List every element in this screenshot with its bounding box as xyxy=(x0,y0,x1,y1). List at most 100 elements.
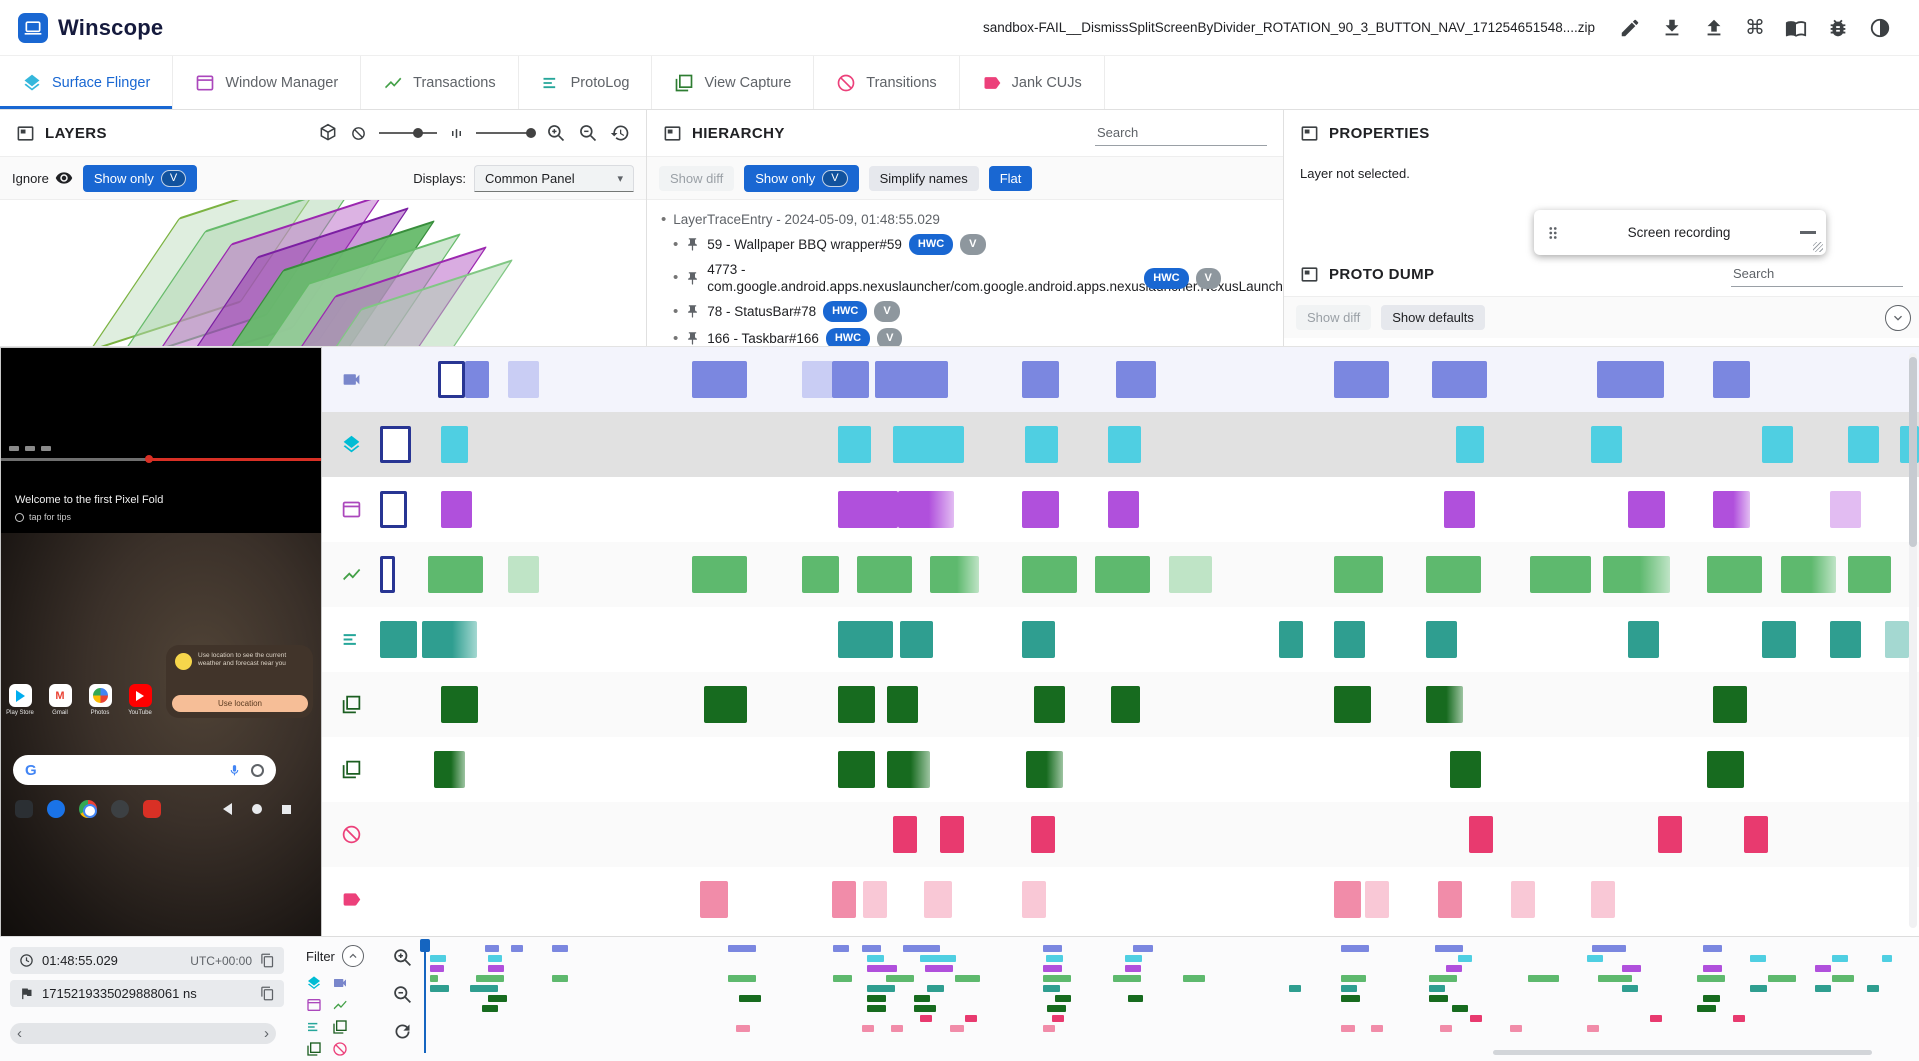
reset-view-icon[interactable] xyxy=(610,123,630,143)
trace-entry[interactable] xyxy=(875,361,948,398)
tree-node[interactable]: • 166 - Taskbar#166 HWC V xyxy=(661,325,1269,346)
tab-protolog[interactable]: ProtoLog xyxy=(519,56,653,109)
trace-entry[interactable] xyxy=(692,556,747,593)
trace-entry[interactable] xyxy=(1713,361,1750,398)
copy-icon[interactable] xyxy=(260,953,275,968)
flat-button[interactable]: Flat xyxy=(988,165,1033,191)
trace-entry[interactable] xyxy=(1744,816,1768,853)
trace-entry[interactable] xyxy=(1762,426,1793,463)
tree-node[interactable]: • 4773 - com.google.android.apps.nexuslau… xyxy=(661,258,1283,298)
pin-icon[interactable] xyxy=(685,271,700,286)
trace-entry[interactable] xyxy=(1469,816,1493,853)
show-defaults-button[interactable]: Show defaults xyxy=(1381,305,1485,330)
trace-entry[interactable] xyxy=(838,426,871,463)
documentation-icon[interactable] xyxy=(1785,17,1807,39)
filter-expand-button[interactable] xyxy=(341,945,364,967)
tab-transactions[interactable]: Transactions xyxy=(361,56,519,109)
trace-entry[interactable] xyxy=(832,361,869,398)
trace-entry[interactable] xyxy=(1169,556,1212,593)
trace-entry[interactable] xyxy=(838,751,875,788)
trace-entry[interactable] xyxy=(1334,556,1383,593)
tab-view-capture[interactable]: View Capture xyxy=(652,56,815,109)
trace-entry[interactable] xyxy=(1426,621,1457,658)
trace-entry[interactable] xyxy=(930,556,979,593)
cursor-handle[interactable] xyxy=(420,939,430,952)
trace-entry[interactable] xyxy=(1511,881,1535,918)
copy-icon[interactable] xyxy=(260,986,275,1001)
timeline-vertical-scrollbar[interactable] xyxy=(1909,353,1917,928)
proto-show-diff-button[interactable]: Show diff xyxy=(1296,305,1372,330)
trace-entry[interactable] xyxy=(1762,621,1796,658)
trace-entry[interactable] xyxy=(940,816,964,853)
shortcuts-icon[interactable]: ⌘ xyxy=(1745,17,1765,39)
trace-entry[interactable] xyxy=(1095,556,1150,593)
trace-entry[interactable] xyxy=(1108,491,1139,528)
trace-entry[interactable] xyxy=(1628,491,1665,528)
trace-entry[interactable] xyxy=(1713,491,1750,528)
simplify-names-button[interactable]: Simplify names xyxy=(868,165,979,191)
trace-entry[interactable] xyxy=(1830,621,1861,658)
timeline-cursor[interactable] xyxy=(420,939,430,1053)
minimize-button[interactable] xyxy=(1800,231,1816,234)
trace-entry[interactable] xyxy=(1530,556,1591,593)
trace-entry[interactable] xyxy=(1444,491,1475,528)
zoom-out-icon[interactable] xyxy=(578,123,598,143)
reset-zoom-icon[interactable] xyxy=(392,1021,413,1042)
trace-entry[interactable] xyxy=(893,426,964,463)
trace-entry[interactable] xyxy=(380,426,411,463)
list-icon[interactable] xyxy=(306,1019,322,1035)
trace-entry[interactable] xyxy=(1597,361,1664,398)
pin-icon[interactable] xyxy=(685,331,700,346)
pin-icon[interactable] xyxy=(685,237,700,252)
tree-node[interactable]: • 59 - Wallpaper BBQ wrapper#59 HWC V xyxy=(661,231,1269,258)
trace-entry[interactable] xyxy=(1022,621,1055,658)
tree-node[interactable]: • 78 - StatusBar#78 HWC V xyxy=(661,298,1269,325)
videocam-icon[interactable] xyxy=(332,975,348,991)
scroll-right-icon[interactable]: › xyxy=(264,1025,269,1042)
trace-entry[interactable] xyxy=(380,491,407,528)
spacing-slider[interactable] xyxy=(476,128,536,138)
trace-entry[interactable] xyxy=(1830,491,1861,528)
zoom-in-icon[interactable] xyxy=(546,123,566,143)
upload-icon[interactable] xyxy=(1703,17,1725,39)
trace-entry[interactable] xyxy=(465,361,489,398)
trace-entry[interactable] xyxy=(1432,361,1487,398)
trace-entry[interactable] xyxy=(422,621,477,658)
show-diff-button[interactable]: Show diff xyxy=(659,165,735,191)
trace-entry[interactable] xyxy=(1334,361,1389,398)
trace-entry[interactable] xyxy=(434,751,465,788)
pin-icon[interactable] xyxy=(685,304,700,319)
zoom-out-icon[interactable] xyxy=(392,984,413,1005)
trace-entry[interactable] xyxy=(704,686,747,723)
trace-entry[interactable] xyxy=(1022,361,1059,398)
resize-handle[interactable] xyxy=(1813,242,1823,252)
trace-entry[interactable] xyxy=(1781,556,1836,593)
tab-jank-cujs[interactable]: Jank CUJs xyxy=(960,56,1105,109)
trace-entry[interactable] xyxy=(1022,881,1046,918)
layers-icon[interactable] xyxy=(306,975,322,991)
trace-entry[interactable] xyxy=(802,361,833,398)
trace-entry[interactable] xyxy=(887,686,918,723)
displays-select[interactable]: Common Panel ▾ xyxy=(474,164,634,192)
trace-entry[interactable] xyxy=(1334,881,1361,918)
window-icon[interactable] xyxy=(306,997,322,1013)
trace-entry[interactable] xyxy=(1034,686,1065,723)
dark-mode-icon[interactable] xyxy=(1869,17,1891,39)
trace-entry[interactable] xyxy=(428,556,483,593)
chart-icon[interactable] xyxy=(332,997,348,1013)
trace-entry[interactable] xyxy=(1334,621,1365,658)
trace-entry[interactable] xyxy=(1111,686,1140,723)
trace-entry[interactable] xyxy=(1031,816,1055,853)
transition-icon[interactable] xyxy=(332,1041,348,1057)
trace-entry[interactable] xyxy=(1365,881,1389,918)
screen-recording-floating-window[interactable]: Screen recording xyxy=(1534,210,1826,255)
trace-entry[interactable] xyxy=(1707,556,1762,593)
trace-entry[interactable] xyxy=(832,881,856,918)
trace-entry[interactable] xyxy=(508,556,539,593)
tab-transitions[interactable]: Transitions xyxy=(814,56,960,109)
trace-entry[interactable] xyxy=(441,426,468,463)
zoom-in-icon[interactable] xyxy=(392,947,413,968)
trace-entry[interactable] xyxy=(1628,621,1659,658)
trace-entry[interactable] xyxy=(857,556,912,593)
trace-entry[interactable] xyxy=(380,621,417,658)
